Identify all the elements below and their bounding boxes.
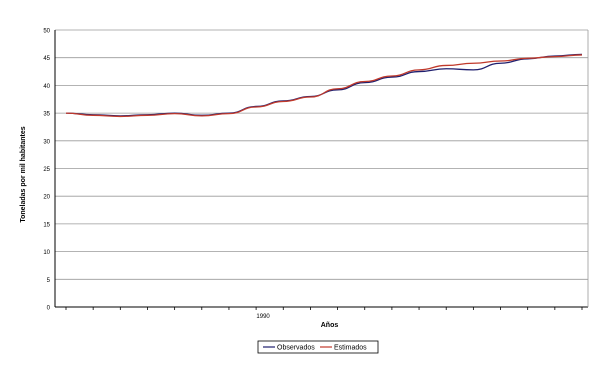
y-tick-label: 35: [43, 112, 50, 118]
x-axis-title: Años: [321, 322, 339, 329]
series-layer: [65, 53, 583, 118]
legend-box: [257, 340, 379, 354]
legend-label-estimados: Estimados: [334, 345, 367, 352]
grid-layer: [55, 29, 589, 308]
legend-label-observados: Observados: [277, 345, 315, 352]
y-tick-label: 15: [43, 222, 50, 228]
y-tick-label: 40: [43, 84, 50, 90]
y-tick-label: 30: [43, 139, 50, 145]
y-tick-label: 45: [43, 56, 50, 62]
y-tick-label: 0: [47, 306, 51, 312]
y-tick-label: 25: [43, 167, 50, 173]
y-tick-label: 10: [43, 250, 50, 256]
y-tick-label: 20: [43, 195, 50, 201]
y-tick-label: 50: [43, 29, 50, 35]
axis-layer: 0 5 10 15 20 25 30 35 40 45 50 1990: [43, 29, 583, 320]
series-line-estimados: [65, 54, 583, 118]
legend: Observados Estimados: [257, 340, 379, 354]
y-tick-label: 5: [47, 278, 51, 284]
x-tick-label: 1990: [256, 314, 270, 320]
y-axis-title: Toneladas por mil habitantes: [20, 126, 27, 222]
